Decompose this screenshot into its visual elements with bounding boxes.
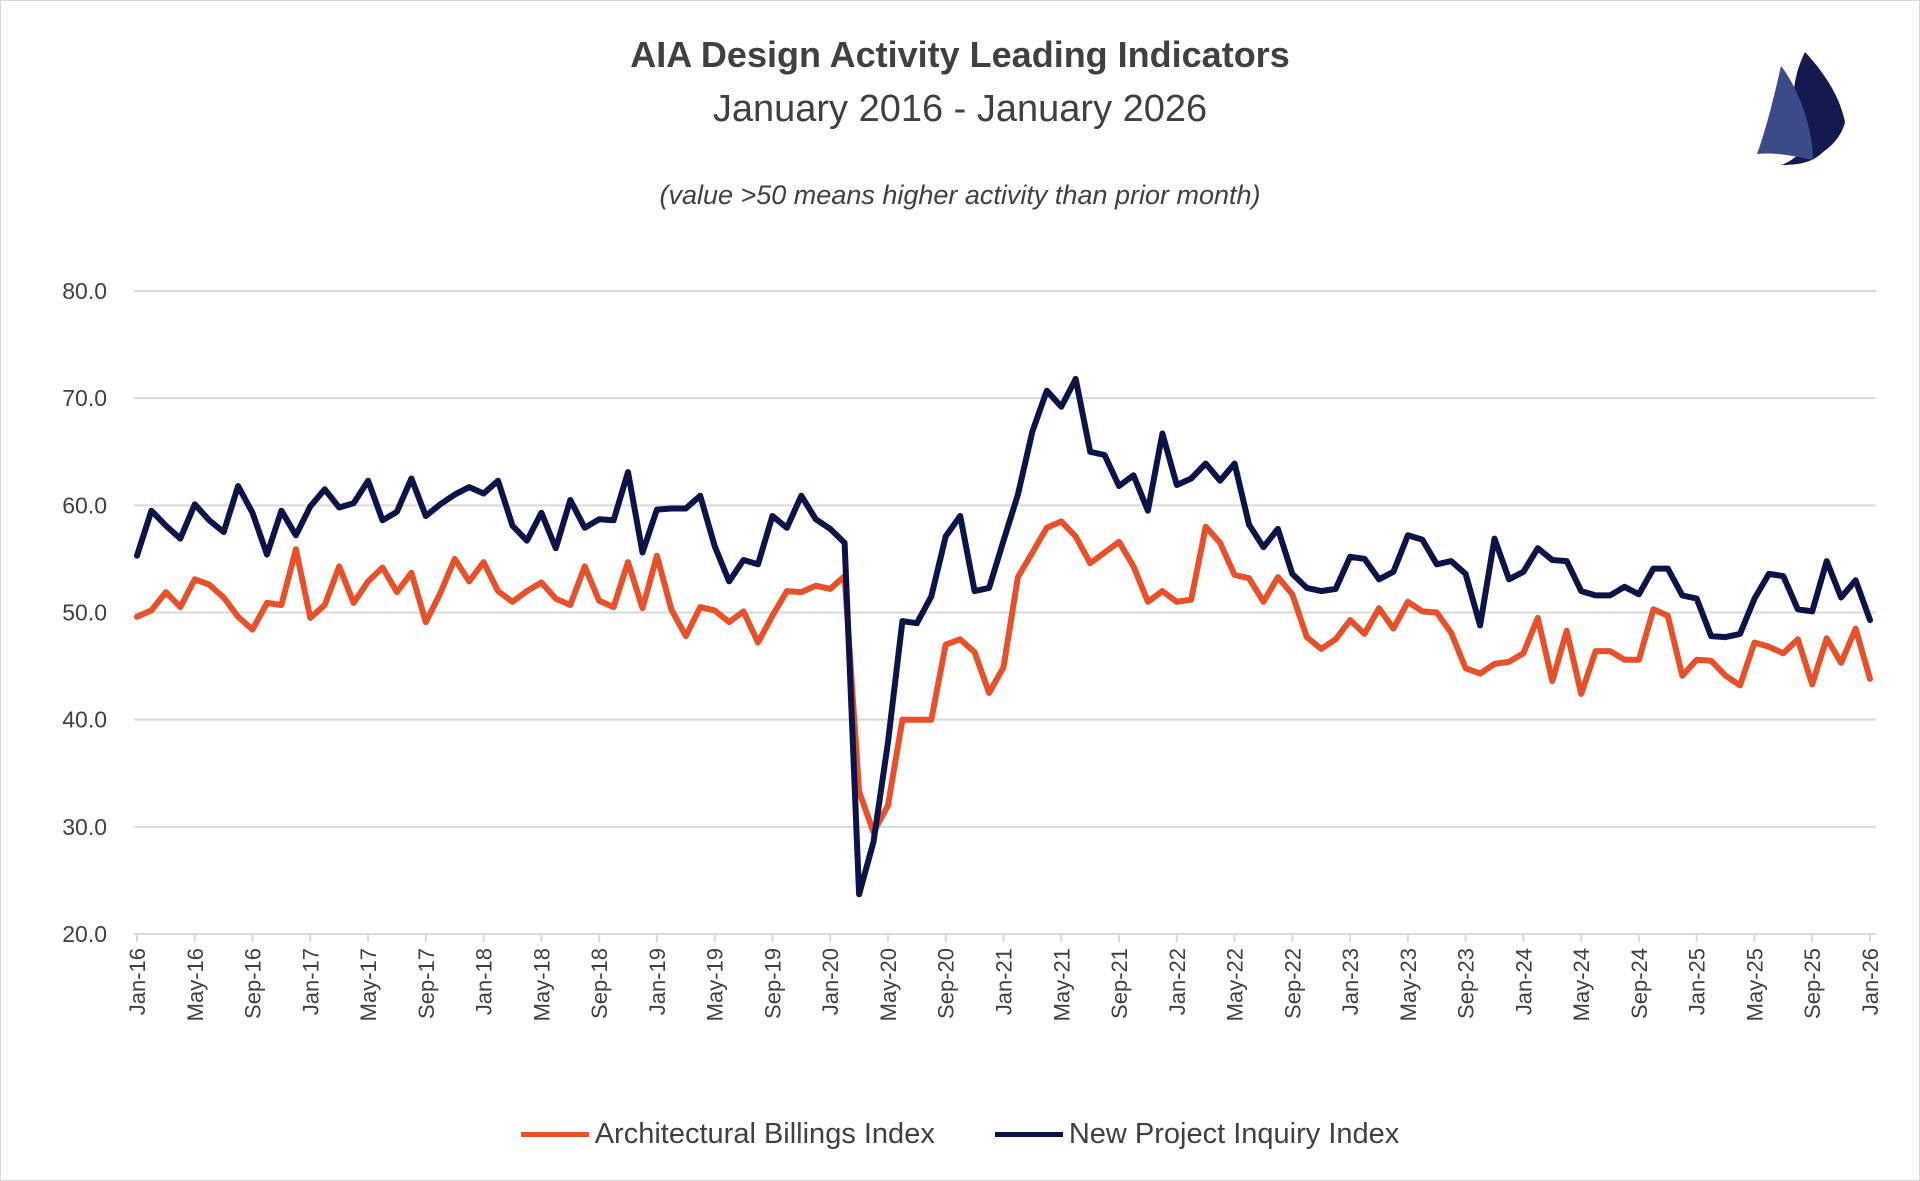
series-line-architectural-billings-index (134, 518, 1873, 836)
x-tick-label: Sep-19 (760, 948, 785, 1019)
x-tick-label: Jan-18 (472, 948, 497, 1015)
y-axis-ticks: 20.0 30.0 40.0 50.0 60.0 70.0 80.0 (62, 278, 107, 947)
y-tick-label: 50.0 (62, 600, 107, 626)
x-tick-label: May-25 (1742, 948, 1767, 1021)
chart-note: (value >50 means higher activity than pr… (659, 180, 1261, 210)
series-lines (134, 375, 1873, 898)
legend-label-abi: Architectural Billings Index (594, 1118, 935, 1150)
x-tick-label: Jan-22 (1165, 948, 1190, 1015)
x-tick-label: May-22 (1223, 948, 1248, 1021)
chart-title: AIA Design Activity Leading Indicators (630, 34, 1290, 75)
x-tick-label: May-21 (1049, 948, 1074, 1021)
x-tick-label: Jan-25 (1685, 948, 1710, 1015)
y-tick-label: 70.0 (62, 385, 107, 411)
x-tick-label: Sep-21 (1107, 948, 1132, 1019)
x-tick-label: Sep-18 (587, 948, 612, 1019)
x-tick-label: May-24 (1569, 948, 1594, 1021)
x-tick-label: Jan-19 (645, 948, 670, 1015)
x-tick-label: Sep-22 (1280, 948, 1305, 1019)
x-tick-label: May-23 (1396, 948, 1421, 1021)
x-tick-label: Jan-20 (818, 948, 843, 1015)
x-tick-label: Jan-21 (992, 948, 1017, 1015)
y-tick-label: 30.0 (62, 814, 107, 840)
legend-swatch-abi (520, 1132, 589, 1137)
sailboat-sails-icon (1757, 52, 1845, 165)
x-tick-label: Jan-24 (1511, 948, 1536, 1015)
x-tick-label: Jan-26 (1858, 948, 1883, 1015)
x-tick-label: Sep-25 (1800, 948, 1825, 1019)
legend-item-abi: Architectural Billings Index (520, 1118, 935, 1151)
x-tick-label: May-19 (703, 948, 728, 1021)
x-tick-label: Sep-23 (1454, 948, 1479, 1019)
x-tick-label: Sep-16 (241, 948, 266, 1019)
x-tick-label: Jan-17 (298, 948, 323, 1015)
y-tick-label: 40.0 (62, 707, 107, 733)
x-tick-label: May-16 (183, 948, 208, 1021)
x-tick-label: Sep-17 (414, 948, 439, 1019)
legend: Architectural Billings Index New Project… (0, 1118, 1920, 1151)
x-tick-label: Jan-16 (125, 948, 150, 1015)
x-tick-label: Sep-20 (934, 948, 959, 1019)
legend-swatch-npii (994, 1132, 1063, 1137)
x-axis-ticks: Jan-16 May-16 Sep-16 Jan-17 May-17 Sep-17 Jan-… (125, 934, 1883, 1021)
y-tick-label: 80.0 (62, 278, 107, 304)
x-tick-label: May-20 (876, 948, 901, 1021)
gridlines (134, 290, 1876, 935)
logo-sail-light (1757, 66, 1813, 160)
series-line-new-project-inquiry-index (134, 375, 1873, 898)
y-tick-label: 20.0 (62, 921, 107, 947)
x-tick-label: May-17 (356, 948, 381, 1021)
chart-subtitle: January 2016 - January 2026 (712, 88, 1208, 130)
x-tick-label: Jan-23 (1338, 948, 1363, 1015)
legend-item-npii: New Project Inquiry Index (994, 1118, 1400, 1151)
legend-label-npii: New Project Inquiry Index (1068, 1118, 1400, 1150)
y-tick-label: 60.0 (62, 492, 107, 518)
x-tick-label: Sep-24 (1627, 948, 1652, 1019)
x-tick-label: May-18 (529, 948, 554, 1021)
